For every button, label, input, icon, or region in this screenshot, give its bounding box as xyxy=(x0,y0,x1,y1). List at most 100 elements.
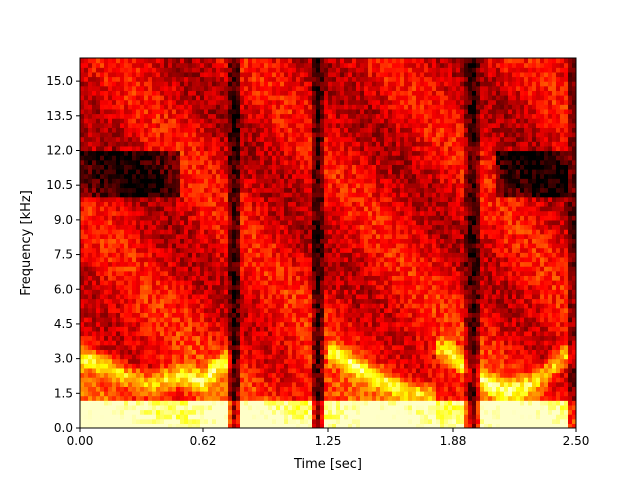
heat-cell xyxy=(256,182,261,189)
heat-cell xyxy=(240,312,245,318)
heat-cell xyxy=(92,238,97,244)
heat-cell xyxy=(260,224,265,230)
heat-cell xyxy=(160,340,165,346)
heat-cell xyxy=(324,340,329,346)
heat-cell xyxy=(104,270,109,276)
heat-cell xyxy=(132,122,137,128)
heat-cell xyxy=(188,270,193,276)
heat-cell xyxy=(324,127,329,133)
heat-cell xyxy=(84,132,89,138)
heat-cell xyxy=(176,136,181,142)
heat-cell xyxy=(304,71,309,78)
heat-cell xyxy=(144,132,149,138)
heat-cell xyxy=(220,377,225,383)
heat-cell xyxy=(244,284,249,290)
heat-cell xyxy=(276,307,281,313)
heat-cell xyxy=(260,414,265,420)
heat-cell xyxy=(300,340,305,346)
heat-cell xyxy=(220,344,225,350)
heat-cell xyxy=(224,173,229,179)
heat-cell xyxy=(112,381,117,387)
heat-cell xyxy=(112,192,117,198)
heat-cell xyxy=(276,243,281,249)
heat-cell xyxy=(116,326,121,332)
heat-cell xyxy=(156,372,161,378)
heat-cell xyxy=(116,377,121,383)
heat-cell xyxy=(212,71,217,78)
heat-cell xyxy=(204,229,209,235)
heat-cell xyxy=(92,67,97,73)
heat-cell xyxy=(92,335,97,341)
heat-cell xyxy=(200,187,205,193)
heat-cell xyxy=(156,266,161,272)
heat-cell xyxy=(152,132,157,138)
heat-cell xyxy=(132,298,137,304)
heat-cell xyxy=(288,261,293,267)
heat-cell xyxy=(224,215,229,221)
heat-cell xyxy=(192,206,197,212)
heat-cell xyxy=(236,182,241,189)
heat-cell xyxy=(148,404,153,411)
heat-cell xyxy=(304,164,309,170)
heat-cell xyxy=(176,340,181,346)
heat-cell xyxy=(196,247,201,253)
heat-cell xyxy=(152,118,157,124)
heat-cell xyxy=(140,275,145,281)
heat-cell xyxy=(272,400,277,406)
heat-cell xyxy=(156,395,161,401)
heat-cell xyxy=(96,400,101,406)
heat-cell xyxy=(292,169,297,175)
heat-cell xyxy=(124,229,129,235)
heat-cell xyxy=(136,326,141,332)
heat-cell xyxy=(324,349,329,355)
heat-cell xyxy=(136,182,141,189)
heat-cell xyxy=(152,178,157,184)
heat-cell xyxy=(80,169,85,175)
heat-cell xyxy=(140,62,145,68)
heat-cell xyxy=(100,224,105,230)
heat-cell xyxy=(180,367,185,374)
heat-cell xyxy=(212,289,217,295)
heat-cell xyxy=(176,215,181,221)
heat-cell xyxy=(80,335,85,341)
heat-cell xyxy=(324,132,329,138)
heat-cell xyxy=(104,118,109,124)
heat-cell xyxy=(244,298,249,304)
heat-cell xyxy=(80,145,85,152)
heat-cell xyxy=(112,386,117,392)
heat-cell xyxy=(308,201,313,207)
heat-cell xyxy=(228,155,233,161)
heat-cell xyxy=(316,122,321,128)
heat-cell xyxy=(212,196,217,202)
heat-cell xyxy=(156,247,161,253)
heat-cell xyxy=(284,404,289,411)
heat-cell xyxy=(132,330,137,337)
heat-cell xyxy=(212,335,217,341)
heat-cell xyxy=(172,293,177,300)
heat-cell xyxy=(260,284,265,290)
heat-cell xyxy=(180,284,185,290)
heat-cell xyxy=(200,266,205,272)
heat-cell xyxy=(292,418,297,424)
heat-cell xyxy=(188,76,193,82)
heat-cell xyxy=(268,169,273,175)
heat-cell xyxy=(104,90,109,96)
heat-cell xyxy=(168,293,173,300)
heat-cell xyxy=(92,182,97,189)
heat-cell xyxy=(296,99,301,105)
heat-cell xyxy=(312,252,317,258)
heat-cell xyxy=(88,118,93,124)
heat-cell xyxy=(308,280,313,286)
heat-cell xyxy=(244,173,249,179)
heat-cell xyxy=(148,122,153,128)
heat-cell xyxy=(240,247,245,253)
heat-cell xyxy=(268,201,273,207)
heat-cell xyxy=(228,280,233,286)
heat-cell xyxy=(160,164,165,170)
heat-cell xyxy=(272,261,277,267)
heat-cell xyxy=(280,400,285,406)
heat-cell xyxy=(296,372,301,378)
heat-cell xyxy=(216,169,221,175)
heat-cell xyxy=(308,317,313,323)
heat-cell xyxy=(156,99,161,105)
